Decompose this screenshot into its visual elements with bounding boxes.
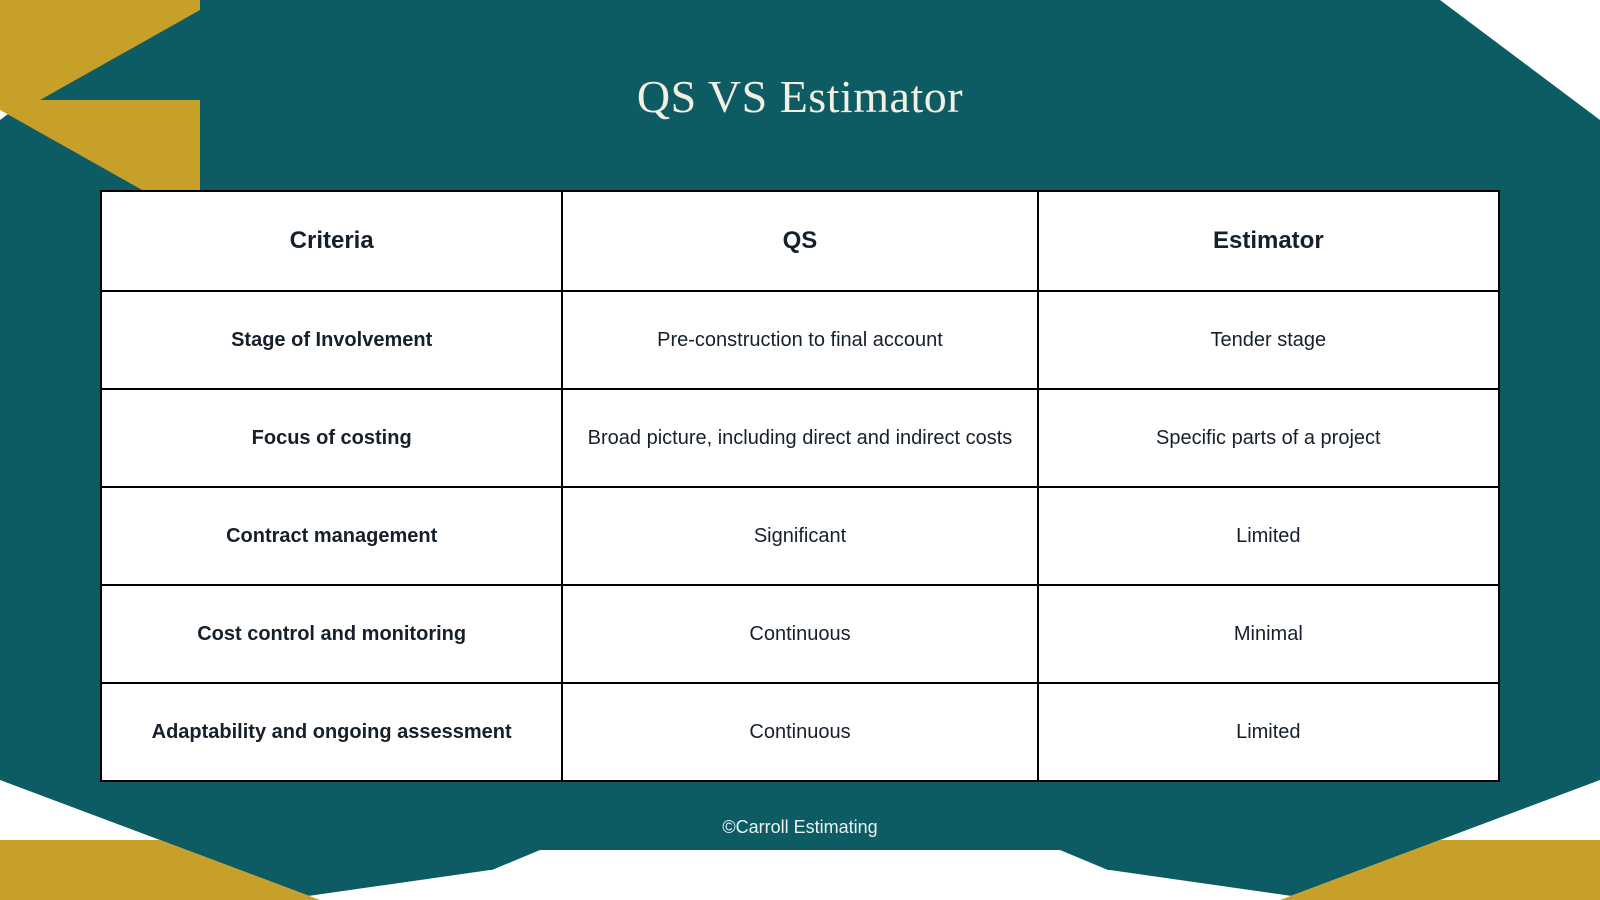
cell-est: Specific parts of a project [1038,389,1499,487]
table-row: Stage of Involvement Pre-construction to… [101,291,1499,389]
bottom-center-notch [420,850,1180,900]
cell-criteria: Adaptability and ongoing assessment [101,683,562,781]
th-qs: QS [562,191,1037,291]
comparison-table-wrap: Criteria QS Estimator Stage of Involveme… [100,190,1500,780]
cell-qs: Pre-construction to final account [562,291,1037,389]
th-estimator: Estimator [1038,191,1499,291]
cell-criteria: Focus of costing [101,389,562,487]
cell-criteria: Cost control and monitoring [101,585,562,683]
cell-est: Minimal [1038,585,1499,683]
table-row: Cost control and monitoring Continuous M… [101,585,1499,683]
cell-qs: Continuous [562,683,1037,781]
cell-est: Tender stage [1038,291,1499,389]
cell-qs: Significant [562,487,1037,585]
table-header-row: Criteria QS Estimator [101,191,1499,291]
th-criteria: Criteria [101,191,562,291]
cell-criteria: Contract management [101,487,562,585]
table-row: Adaptability and ongoing assessment Cont… [101,683,1499,781]
cell-est: Limited [1038,683,1499,781]
cell-qs: Continuous [562,585,1037,683]
copyright-footer: ©Carroll Estimating [0,817,1600,838]
table-row: Focus of costing Broad picture, includin… [101,389,1499,487]
cell-est: Limited [1038,487,1499,585]
cell-criteria: Stage of Involvement [101,291,562,389]
cell-qs: Broad picture, including direct and indi… [562,389,1037,487]
comparison-table: Criteria QS Estimator Stage of Involveme… [100,190,1500,782]
table-row: Contract management Significant Limited [101,487,1499,585]
slide-stage: QS VS Estimator Criteria QS Estimator St… [0,0,1600,900]
slide-title: QS VS Estimator [0,70,1600,123]
